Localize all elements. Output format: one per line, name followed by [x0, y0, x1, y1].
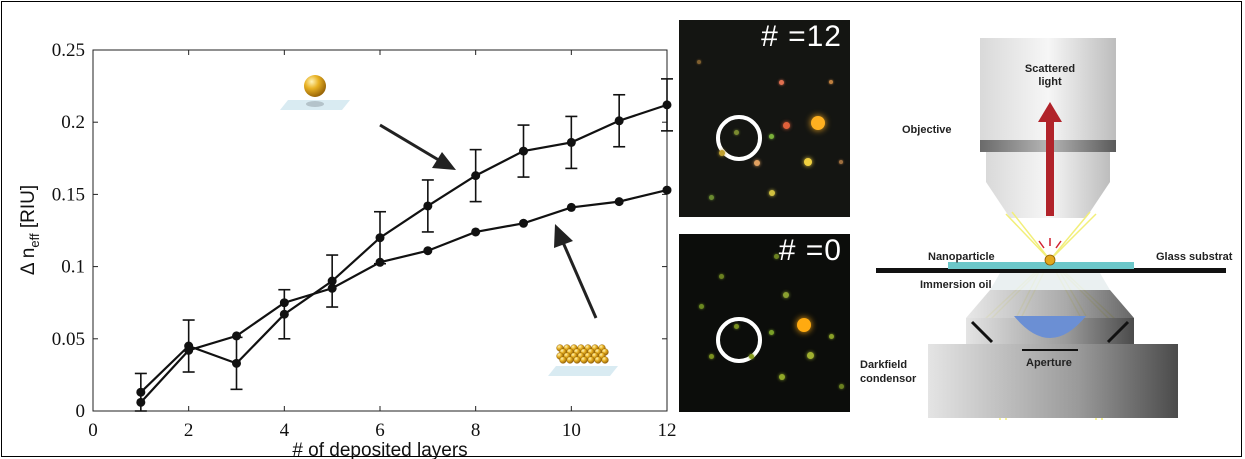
substrate-layer [948, 262, 1134, 269]
y-tick-label: 0.25 [52, 40, 85, 61]
x-tick-label: 0 [88, 420, 98, 441]
scattering-spot [779, 80, 784, 85]
data-point [136, 388, 145, 397]
line-chart: 0 2 4 6 8 10 12 0 0.05 0.1 0.15 0.2 0.25 # of deposi… [0, 0, 680, 459]
scattering-spot [783, 292, 789, 298]
scattering-spot [709, 354, 714, 359]
y-tick-label: 0.1 [61, 257, 85, 278]
aperture-label: Aperture [1026, 357, 1072, 369]
scattering-spot [734, 324, 739, 329]
data-point [376, 233, 385, 242]
data-point [232, 359, 241, 368]
particle [574, 357, 581, 364]
x-axis-label: # of deposited layers [292, 440, 467, 459]
y-axis-label: Δ neff [RIU] [18, 185, 42, 275]
particle [588, 357, 595, 364]
micrograph-12-layers: # =12 [679, 20, 850, 217]
scattering-spot [734, 130, 739, 135]
scattering-spot [779, 374, 785, 380]
y-tick-label: 0 [76, 401, 86, 422]
micrograph-label-12: # =12 [761, 20, 842, 54]
scattered-light-label-line1: Scattered [1025, 63, 1075, 75]
y-tick-label: 0.05 [52, 329, 85, 350]
x-tick-label: 6 [375, 420, 385, 441]
y-tick-label: 0.2 [61, 112, 85, 133]
glass-substrate-label: Glass substrat [1156, 251, 1233, 263]
scattering-spot [774, 254, 779, 259]
data-point [423, 201, 432, 210]
data-point [567, 138, 576, 147]
data-point [376, 258, 385, 267]
data-point [232, 331, 241, 340]
scattering-spot [754, 160, 760, 166]
scattering-spot [719, 274, 724, 279]
scattering-spot [769, 190, 775, 196]
scattering-spot [769, 134, 774, 139]
scattering-spot [697, 60, 701, 64]
nanoparticle [1045, 255, 1055, 265]
objective-label: Objective [902, 124, 952, 136]
data-point [280, 310, 289, 319]
scattering-spot [807, 352, 814, 359]
scattered-light-label-line2: light [1038, 76, 1062, 88]
scattering-spot [719, 150, 725, 156]
darkfield-condensor-label-line1: Darkfield [860, 359, 907, 371]
scattering-spot [783, 122, 790, 129]
immersion-oil [990, 273, 1110, 290]
scattering-spot [797, 318, 811, 332]
particle [595, 357, 602, 364]
data-point [615, 116, 624, 125]
data-point [328, 284, 337, 293]
scattering-spot [699, 304, 704, 309]
y-tick-label: 0.15 [52, 184, 85, 205]
scattering-spot [839, 160, 843, 164]
scatter-marks [1039, 238, 1061, 248]
data-point [471, 171, 480, 180]
particle [567, 357, 574, 364]
particle [581, 357, 588, 364]
darkfield-condensor [928, 290, 1178, 418]
particle [602, 357, 609, 364]
data-point [471, 227, 480, 236]
data-point [519, 219, 528, 228]
x-tick-label: 10 [562, 420, 581, 441]
x-tick-label: 8 [471, 420, 481, 441]
scattering-spot [829, 80, 833, 84]
x-tick-label: 4 [280, 420, 290, 441]
highlight-circle [716, 317, 762, 363]
micrograph-0-layers: # =0 [679, 234, 850, 412]
data-point [423, 246, 432, 255]
data-point [184, 346, 193, 355]
immersion-oil-label: Immersion oil [920, 279, 992, 291]
darkfield-setup-diagram: Scattered light Objective Nanoparticle G… [860, 20, 1240, 420]
data-point [280, 298, 289, 307]
scattering-spot [839, 384, 844, 389]
scattering-spot [829, 334, 834, 339]
data-point [615, 197, 624, 206]
data-point [663, 186, 672, 195]
scattering-spot [749, 354, 754, 359]
data-point [567, 203, 576, 212]
darkfield-condensor-label-line2: condensor [860, 373, 917, 385]
particle [560, 357, 567, 364]
scattering-spot [804, 158, 812, 166]
data-point [136, 398, 145, 407]
scattering-spot [769, 330, 774, 335]
data-point [519, 147, 528, 156]
data-point [663, 100, 672, 109]
x-tick-label: 12 [658, 420, 677, 441]
scattering-spot [709, 195, 714, 200]
scattering-spot [811, 116, 825, 130]
nanoparticle-label: Nanoparticle [928, 251, 995, 263]
x-tick-label: 2 [184, 420, 194, 441]
micrograph-label-0: # =0 [779, 234, 842, 268]
